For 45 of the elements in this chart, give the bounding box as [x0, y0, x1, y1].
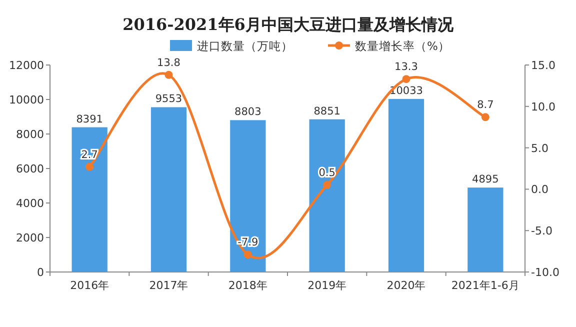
- x-tick-label: 2017年: [149, 279, 188, 292]
- bar: [309, 119, 345, 272]
- bar: [388, 98, 424, 272]
- point: [323, 181, 332, 190]
- y-tick-label: 8000: [16, 128, 44, 141]
- data-label: 10033: [390, 84, 423, 97]
- legend-label: 进口数量（万吨）: [197, 39, 293, 53]
- data-label: 0.5: [318, 167, 336, 180]
- legend-label: 数量增长率（%）: [355, 39, 450, 53]
- y-tick-label: 6000: [16, 162, 44, 176]
- y2-tick-label: 15.0: [531, 59, 556, 72]
- x-tick-label: 2021年1-6月: [451, 279, 520, 292]
- point: [164, 70, 173, 79]
- chart-title: 2016-2021年6月中国大豆进口量及增长情况: [122, 15, 454, 34]
- y2-tick-label: -10.0: [531, 266, 560, 279]
- y-tick-label: 4000: [16, 197, 44, 210]
- point: [481, 113, 490, 122]
- x-tick-label: 2018年: [228, 279, 268, 292]
- x-tick-label: 2020年: [386, 279, 426, 292]
- y2-tick-label: 5.0: [531, 142, 548, 155]
- data-label: 8.7: [477, 99, 494, 112]
- bar: [230, 120, 266, 272]
- x-tick-label: 2016年: [70, 279, 110, 292]
- data-label: 13.3: [394, 61, 418, 74]
- y2-tick-label: 10.0: [531, 100, 556, 114]
- y-tick-label: 12000: [9, 59, 44, 72]
- data-label: 8391: [76, 113, 103, 126]
- bar: [72, 127, 108, 272]
- x-tick-label: 2019年: [308, 279, 347, 292]
- data-label: 13.8: [157, 56, 180, 69]
- bar: [468, 188, 504, 272]
- point: [244, 250, 252, 259]
- y-tick-label: 2000: [16, 232, 44, 244]
- y2-tick-label: 0.0: [531, 183, 548, 196]
- y-tick-label: 0: [37, 266, 44, 279]
- data-label: 8803: [234, 106, 262, 118]
- data-label: 9553: [155, 93, 182, 106]
- data-label: 2.7: [81, 148, 98, 161]
- y-tick-label: 10000: [9, 94, 44, 106]
- data-label: 8851: [314, 105, 340, 118]
- point: [86, 162, 94, 171]
- data-label: 4895: [472, 174, 499, 186]
- y2-tick-label: -5.0: [531, 224, 552, 238]
- bar: [150, 107, 187, 272]
- point: [402, 75, 410, 84]
